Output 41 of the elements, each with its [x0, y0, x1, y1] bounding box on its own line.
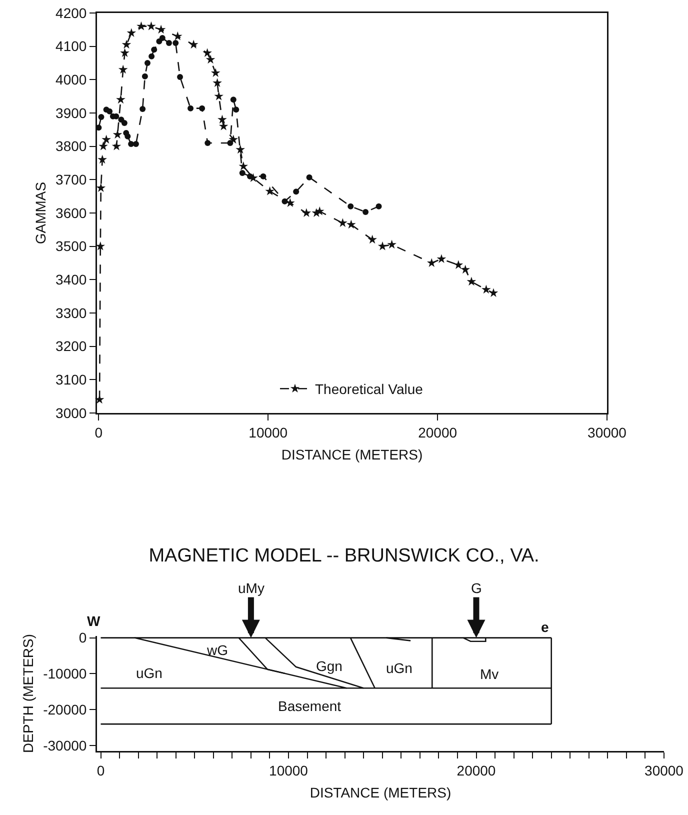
chart-title: MAGNETIC MODEL -- BRUNSWICK CO., VA. [148, 545, 540, 566]
y-tick-label: -30000 [43, 738, 87, 754]
x-axis-title: DISTANCE (METERS) [281, 446, 423, 462]
y-tick-label: -20000 [43, 702, 87, 718]
x-tick-label: 20000 [418, 424, 458, 440]
annotation: Ggn [316, 658, 342, 674]
text: W [87, 613, 101, 629]
annotation: Mv [480, 666, 499, 682]
x-tick-label: 10000 [248, 424, 288, 440]
x-tick-label: 0 [96, 762, 105, 778]
annotation: Basement [278, 698, 342, 714]
y-tick-label: 3400 [56, 272, 87, 288]
annotation: uGn [136, 665, 162, 681]
y-axis-title: GAMMAS [32, 182, 48, 244]
text: e [541, 619, 549, 635]
annotation: uMy [238, 580, 264, 596]
y-tick-label: 4100 [56, 38, 87, 54]
x-tick-label: 20000 [456, 762, 496, 778]
y-tick-label: 3600 [56, 204, 87, 221]
y-tick-label: 3900 [56, 104, 87, 121]
x-tick-label: 30000 [588, 424, 627, 440]
x-axis-title: DISTANCE (METERS) [310, 784, 452, 800]
x-tick-label: 10000 [269, 762, 308, 778]
y-tick-label: 4000 [56, 72, 87, 88]
legend-label: Theoretical Value [315, 381, 424, 398]
y-tick-label: 3200 [56, 338, 87, 354]
y-tick-label: 3100 [56, 372, 87, 388]
y-tick-label: 3000 [56, 404, 87, 421]
x-tick-label: 30000 [644, 762, 684, 778]
annotation: G [471, 580, 482, 596]
y-tick-label: 3700 [56, 172, 87, 188]
y-tick-label: -10000 [43, 666, 87, 682]
y-tick-label: 4200 [56, 4, 87, 21]
y-tick-label: 3300 [56, 304, 87, 321]
y-tick-label: 0 [78, 630, 87, 646]
y-tick-label: 3500 [56, 238, 87, 254]
x-tick-label: 0 [94, 424, 103, 440]
y-tick-label: 3800 [56, 138, 87, 154]
annotation: wG [206, 642, 228, 658]
y-axis-title: DEPTH (METERS) [20, 634, 36, 753]
annotation: uGn [386, 660, 412, 676]
